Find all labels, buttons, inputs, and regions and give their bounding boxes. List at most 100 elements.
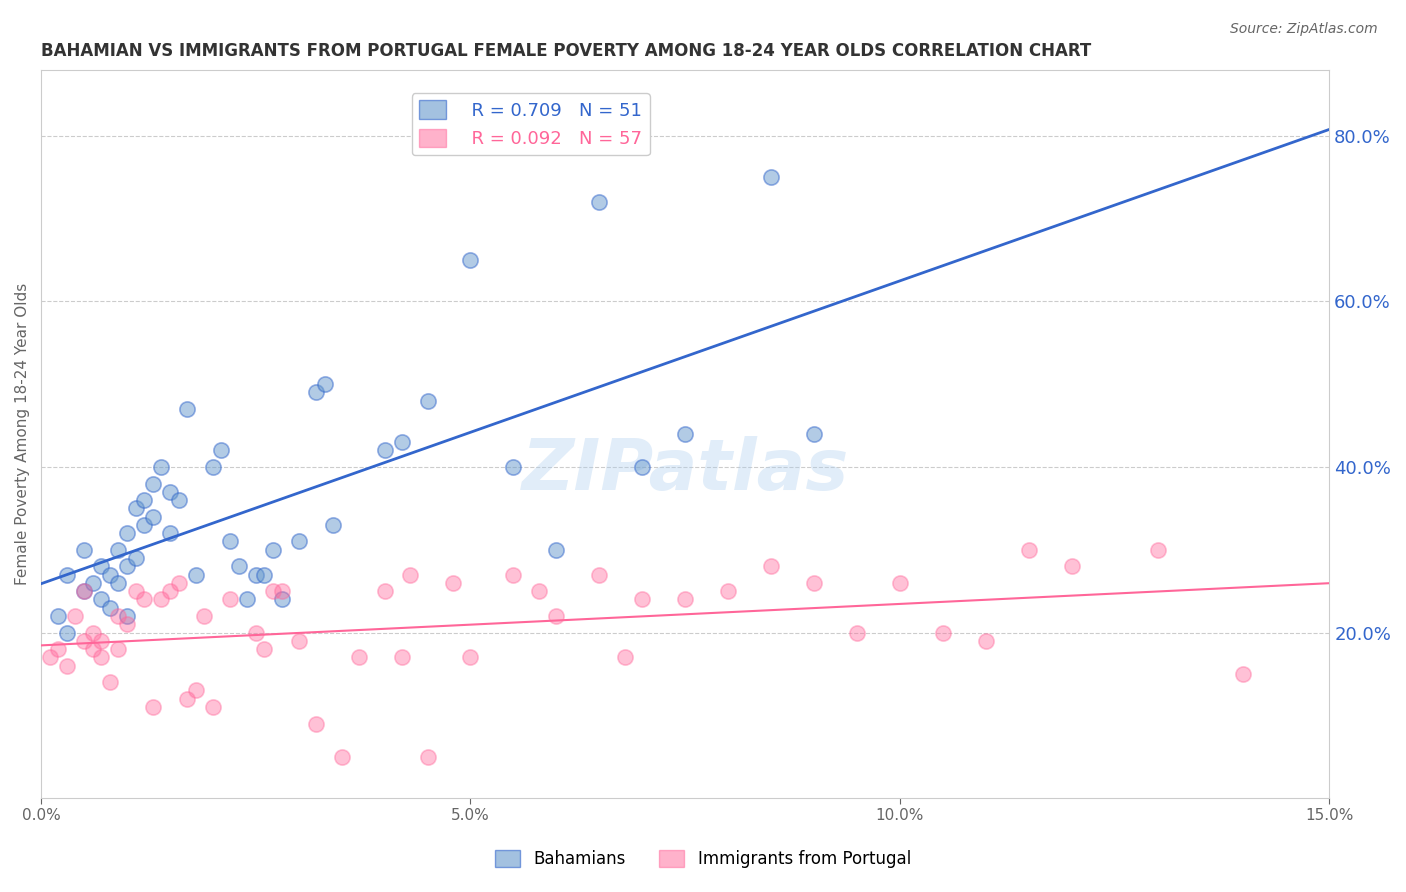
Point	[270, 592, 292, 607]
Point	[193, 609, 215, 624]
Point	[416, 393, 439, 408]
Point	[82, 575, 104, 590]
Point	[245, 625, 267, 640]
Point	[502, 460, 524, 475]
Point	[115, 617, 138, 632]
Point	[803, 575, 825, 590]
Point	[56, 625, 79, 640]
Point	[90, 633, 112, 648]
Point	[889, 575, 911, 590]
Point	[305, 385, 328, 400]
Point	[287, 633, 309, 648]
Point	[184, 683, 207, 698]
Point	[932, 625, 955, 640]
Point	[73, 584, 96, 599]
Point	[314, 377, 336, 392]
Point	[527, 584, 550, 599]
Point	[1060, 559, 1083, 574]
Legend:   R = 0.709   N = 51,   R = 0.092   N = 57: R = 0.709 N = 51, R = 0.092 N = 57	[412, 94, 650, 155]
Point	[1232, 666, 1254, 681]
Point	[391, 650, 413, 665]
Point	[142, 509, 165, 524]
Point	[73, 633, 96, 648]
Point	[82, 625, 104, 640]
Point	[330, 749, 353, 764]
Point	[502, 567, 524, 582]
Point	[219, 534, 242, 549]
Text: ZIPatlas: ZIPatlas	[522, 436, 849, 505]
Point	[460, 253, 482, 268]
Point	[1018, 542, 1040, 557]
Point	[176, 691, 198, 706]
Point	[460, 650, 482, 665]
Point	[184, 567, 207, 582]
Point	[98, 567, 121, 582]
Point	[262, 542, 284, 557]
Point	[134, 517, 156, 532]
Point	[253, 642, 276, 657]
Point	[159, 484, 181, 499]
Point	[322, 517, 344, 532]
Point	[236, 592, 259, 607]
Point	[588, 567, 610, 582]
Legend: Bahamians, Immigrants from Portugal: Bahamians, Immigrants from Portugal	[488, 843, 918, 875]
Point	[441, 575, 464, 590]
Point	[38, 650, 60, 665]
Point	[374, 584, 396, 599]
Text: Source: ZipAtlas.com: Source: ZipAtlas.com	[1230, 22, 1378, 37]
Point	[159, 584, 181, 599]
Point	[211, 443, 233, 458]
Point	[374, 443, 396, 458]
Point	[90, 592, 112, 607]
Point	[219, 592, 242, 607]
Point	[56, 658, 79, 673]
Point	[82, 642, 104, 657]
Point	[614, 650, 637, 665]
Point	[65, 609, 87, 624]
Point	[107, 642, 129, 657]
Point	[107, 575, 129, 590]
Point	[124, 501, 146, 516]
Point	[305, 716, 328, 731]
Point	[803, 426, 825, 441]
Point	[167, 493, 190, 508]
Point	[1146, 542, 1168, 557]
Point	[115, 526, 138, 541]
Point	[631, 460, 654, 475]
Point	[124, 584, 146, 599]
Y-axis label: Female Poverty Among 18-24 Year Olds: Female Poverty Among 18-24 Year Olds	[15, 283, 30, 585]
Point	[150, 460, 173, 475]
Point	[546, 542, 568, 557]
Point	[347, 650, 370, 665]
Point	[228, 559, 250, 574]
Point	[115, 609, 138, 624]
Point	[73, 584, 96, 599]
Point	[142, 476, 165, 491]
Point	[90, 559, 112, 574]
Point	[588, 195, 610, 210]
Point	[201, 460, 224, 475]
Point	[73, 542, 96, 557]
Point	[134, 493, 156, 508]
Point	[245, 567, 267, 582]
Point	[90, 650, 112, 665]
Point	[287, 534, 309, 549]
Point	[98, 675, 121, 690]
Point	[253, 567, 276, 582]
Point	[107, 542, 129, 557]
Point	[416, 749, 439, 764]
Point	[115, 559, 138, 574]
Point	[98, 600, 121, 615]
Point	[845, 625, 868, 640]
Point	[56, 567, 79, 582]
Point	[201, 700, 224, 714]
Point	[391, 435, 413, 450]
Point	[974, 633, 997, 648]
Point	[717, 584, 740, 599]
Point	[150, 592, 173, 607]
Point	[176, 402, 198, 417]
Point	[142, 700, 165, 714]
Point	[107, 609, 129, 624]
Point	[134, 592, 156, 607]
Point	[673, 592, 696, 607]
